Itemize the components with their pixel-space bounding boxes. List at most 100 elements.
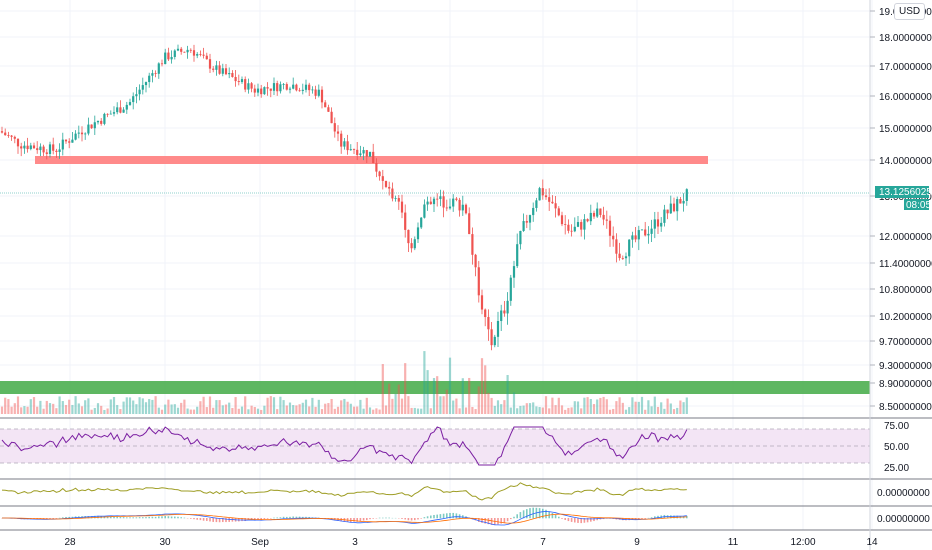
candle-body: [532, 207, 535, 216]
volume-bar: [413, 407, 416, 414]
histogram-bar: [263, 518, 266, 520]
candle-body: [170, 56, 173, 60]
histogram-bar: [212, 518, 214, 522]
histogram-bar: [497, 518, 499, 525]
histogram-bar: [452, 512, 454, 519]
histogram-bar: [126, 517, 128, 519]
candlesticks: [0, 44, 688, 351]
candle-body: [506, 300, 509, 314]
volume-bar: [480, 358, 484, 414]
histogram-bar: [68, 516, 70, 519]
candle-body: [237, 81, 240, 83]
candle-body: [525, 221, 528, 223]
volume-bar: [564, 409, 567, 414]
volume-bar: [628, 407, 631, 414]
histogram-bar: [599, 518, 602, 520]
volume-bar: [503, 400, 506, 414]
candle-body: [295, 84, 298, 91]
histogram-bar: [404, 518, 406, 520]
candle-body: [487, 317, 490, 330]
volume-bar: [368, 407, 372, 414]
histogram-bar: [423, 517, 426, 519]
histogram-bar: [270, 518, 272, 519]
time-axis[interactable]: 28 30 Sep 3 5 7 9 11 12:00 14: [64, 537, 878, 548]
price-tick-label: 17.00000000: [879, 62, 932, 73]
volume-bar: [298, 404, 301, 414]
candle-body: [128, 102, 132, 105]
volume-bar: [253, 406, 256, 414]
histogram-bar: [302, 516, 304, 519]
candle-body: [247, 83, 250, 90]
histogram-bar: [282, 516, 285, 519]
currency-button[interactable]: USD: [894, 3, 926, 20]
time-tick-label: 5: [447, 537, 453, 548]
histogram-bar: [385, 517, 387, 519]
histogram-bar: [116, 516, 118, 519]
histogram-bar: [94, 515, 96, 519]
candle-body: [340, 133, 343, 147]
histogram-bar: [650, 517, 653, 519]
histogram-bar: [199, 518, 202, 521]
volume-bar: [119, 409, 122, 414]
candle-body: [423, 204, 426, 218]
candle-body: [496, 321, 500, 337]
volume-bar: [468, 377, 471, 414]
volume-bar: [103, 409, 106, 414]
candle-body: [151, 73, 154, 76]
volume-bar: [669, 403, 672, 414]
histogram-bar: [196, 518, 198, 520]
volume-bar: [154, 396, 157, 414]
volume-bar: [138, 397, 141, 414]
volume-bar: [231, 408, 234, 414]
candle-body: [480, 295, 484, 310]
candle-body: [304, 84, 308, 90]
histogram-bar: [593, 518, 595, 522]
histogram-bar: [484, 518, 486, 524]
candle-body: [512, 266, 516, 278]
volume-bar: [71, 404, 74, 414]
candle-body: [586, 219, 589, 222]
volume-bar: [100, 405, 103, 414]
histogram-bar: [673, 515, 675, 519]
candle-body: [426, 201, 429, 205]
candle-body: [608, 220, 612, 236]
osc2-tick: 0.00000000: [877, 514, 930, 525]
candle-body: [183, 51, 186, 53]
histogram-bar: [164, 516, 166, 519]
candle-body: [186, 49, 189, 53]
candle-body: [567, 224, 570, 231]
volume-bar: [429, 408, 432, 414]
candle-body: [647, 233, 650, 236]
histogram-bar: [490, 518, 493, 525]
histogram-bar: [436, 514, 438, 519]
candle-body: [109, 113, 112, 115]
histogram-bar: [564, 518, 566, 520]
histogram-bar: [503, 518, 506, 523]
candle-body: [599, 208, 602, 215]
candle-body: [455, 198, 458, 200]
volume-bar: [439, 396, 442, 414]
histogram-bar: [519, 512, 522, 519]
histogram-bar: [433, 514, 435, 519]
volume-bar: [624, 409, 628, 414]
volume-bar: [544, 396, 548, 414]
histogram-bar: [455, 513, 458, 519]
histogram-bar: [558, 516, 560, 519]
volume-bar: [605, 399, 608, 414]
volume-bar: [471, 406, 474, 414]
candle-body: [96, 120, 100, 123]
volume-bar: [282, 400, 285, 414]
candle-body: [388, 186, 391, 189]
candle-body: [663, 209, 666, 223]
candle-body: [362, 150, 365, 154]
candle-body: [20, 146, 23, 149]
histogram-bar: [266, 518, 269, 519]
candle-body: [7, 135, 10, 136]
rsi-tick-75: 75.00: [884, 421, 909, 432]
volume-bar: [186, 408, 189, 414]
volume-bar: [13, 403, 16, 414]
histogram-bar: [161, 516, 163, 519]
candle-body: [263, 87, 266, 95]
candle-body: [416, 227, 420, 240]
